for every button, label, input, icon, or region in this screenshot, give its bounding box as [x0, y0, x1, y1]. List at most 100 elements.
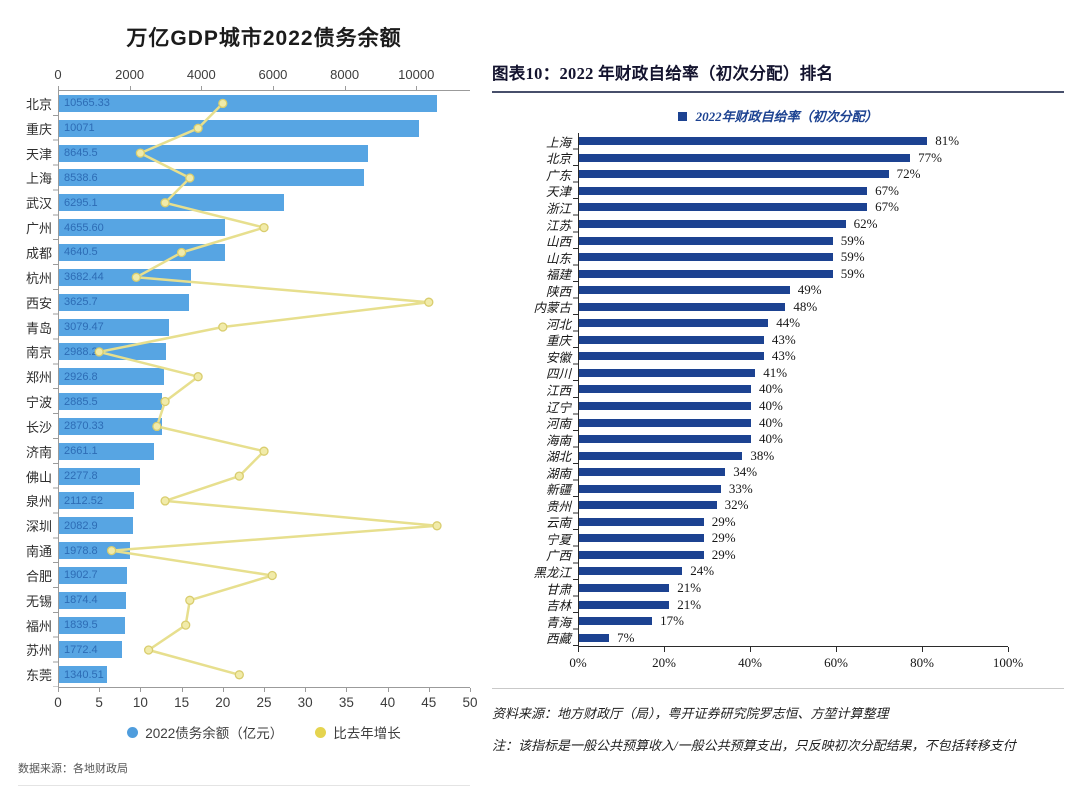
right-bar-row: 新疆 33%	[492, 480, 1064, 497]
bar-value-label: 1839.5	[64, 619, 98, 632]
bar-value-label: 17%	[660, 613, 684, 629]
selfsufficiency-bar	[579, 451, 743, 460]
bar-value-label: 62%	[853, 216, 878, 231]
left-chart-legend: 2022债务余额（亿元） 比去年增长	[58, 722, 470, 742]
right-bar-row: 江苏 62%	[492, 215, 1064, 233]
left-bar-row: 南京 2988.2	[18, 339, 470, 365]
bar-value-label: 67%	[875, 182, 899, 198]
bar-track: 72%	[578, 166, 1064, 183]
province-label: 贵州	[545, 499, 571, 514]
bar-value-label: 72%	[896, 166, 921, 182]
bar-value-label: 4640.5	[64, 246, 98, 259]
bar-track: 2082.9	[58, 513, 470, 539]
city-label: 泉州	[25, 494, 52, 510]
bar-value-label: 43%	[771, 331, 796, 347]
left-bar-row: 宁波 2885.5	[18, 389, 470, 414]
right-bar-row: 河北 44%	[492, 315, 1064, 332]
bar-track: 1839.5	[58, 612, 470, 638]
left-bar-row: 福州 1839.5	[18, 612, 470, 638]
bar-track: 43%	[578, 348, 1064, 365]
right-chart-header: 图表10：2022 年财政自给率（初次分配）排名	[492, 60, 1064, 93]
selfsufficiency-bar	[579, 269, 833, 278]
legend-item-growth: 比去年增长	[315, 722, 401, 742]
bar-value-label: 40%	[759, 431, 783, 447]
right-axis-tick-label: 40%	[738, 654, 762, 670]
bar-value-label: 2661.1	[64, 445, 98, 458]
province-label: 辽宁	[545, 400, 571, 415]
selfsufficiency-bar	[579, 319, 769, 328]
right-source-divider	[492, 687, 1064, 689]
right-legend-label: 2022年财政自给率（初次分配）	[695, 109, 878, 124]
selfsufficiency-bar	[579, 137, 928, 146]
bar-value-label: 38%	[750, 447, 775, 463]
right-chart-legend: 2022年财政自给率（初次分配）	[492, 106, 1064, 125]
bar-track: 77%	[578, 149, 1064, 167]
bottom-axis-tick	[470, 688, 471, 693]
debt-bar: 4655.60	[59, 219, 226, 237]
bar-track: 6295.1	[58, 190, 470, 216]
left-bar-row: 东莞 1340.51	[18, 662, 470, 688]
bar-value-label: 10565.33	[64, 97, 110, 110]
selfsufficiency-bar	[579, 253, 833, 262]
bar-value-label: 59%	[840, 265, 865, 281]
top-axis-tick-label: 4000	[186, 67, 216, 82]
bottom-axis-tick-label: 30	[297, 695, 313, 711]
bar-value-label: 33%	[728, 480, 753, 496]
city-label: 天津	[25, 146, 52, 162]
selfsufficiency-bar	[579, 584, 670, 593]
bar-track: 40%	[578, 414, 1064, 431]
debt-bar: 1874.4	[59, 591, 126, 609]
province-label: 甘肃	[545, 582, 571, 597]
city-label: 重庆	[25, 121, 52, 137]
bar-value-label: 32%	[724, 497, 749, 513]
bottom-axis-tick	[264, 688, 265, 693]
province-label: 广东	[545, 168, 571, 183]
selfsufficiency-bar	[579, 385, 751, 394]
left-chart-title: 万亿GDP城市2022债务余额	[126, 27, 402, 50]
selfsufficiency-bar	[579, 186, 868, 195]
right-axis-tick	[1008, 646, 1009, 652]
bar-track: 10565.33	[58, 91, 470, 116]
province-label: 福建	[545, 268, 571, 283]
bar-value-label: 2988.2	[64, 345, 98, 358]
province-label: 上海	[545, 135, 571, 150]
bottom-axis-tick-label: 10	[132, 695, 148, 711]
selfsufficiency-bar	[579, 153, 911, 162]
left-bar-row: 成都 4640.5	[18, 240, 470, 265]
right-axis-tick-label: 0%	[569, 654, 587, 670]
debt-bar: 3079.47	[59, 318, 170, 336]
bar-value-label: 1978.8	[64, 544, 98, 557]
selfsufficiency-bar	[579, 236, 833, 245]
right-bar-row: 甘肃 21%	[492, 579, 1064, 597]
legend-item-debt: 2022债务余额（亿元）	[127, 722, 283, 742]
left-bar-row: 广州 4655.60	[18, 215, 470, 241]
bar-track: 3625.7	[58, 289, 470, 315]
bar-track: 2277.8	[58, 463, 470, 489]
bar-value-label: 2112.52	[64, 494, 103, 507]
right-bottom-axis: 0% 20% 40% 60% 80% 100%	[569, 645, 1023, 673]
bottom-axis-tick-label: 50	[462, 695, 478, 711]
top-axis-tick	[201, 86, 203, 90]
city-label: 南通	[25, 544, 52, 560]
left-bar-row: 西安 3625.7	[18, 289, 470, 315]
bar-track: 7%	[578, 629, 1064, 646]
left-bar-row: 天津 8645.5	[18, 140, 470, 166]
right-bar-row: 上海 81%	[492, 133, 1064, 150]
debt-bar: 2277.8	[59, 467, 141, 485]
city-label: 北京	[25, 96, 52, 112]
bar-track: 62%	[578, 215, 1064, 233]
debt-bar: 4640.5	[59, 243, 225, 261]
right-bar-row: 福建 59%	[492, 265, 1064, 282]
bar-value-label: 29%	[711, 513, 736, 529]
selfsufficiency-bar	[579, 302, 786, 311]
selfsufficiency-bar	[579, 550, 704, 559]
bar-track: 2988.2	[58, 339, 470, 365]
right-bar-row: 黑龙江 24%	[492, 563, 1064, 580]
debt-legend-dot-icon	[127, 726, 139, 738]
bar-value-label: 1874.4	[64, 594, 98, 607]
right-axis-tick	[836, 646, 837, 652]
selfsufficiency-bar	[579, 633, 610, 642]
top-axis-tick	[129, 86, 131, 90]
top-axis-tick-label: 8000	[330, 67, 360, 82]
bar-track: 8538.6	[58, 165, 470, 191]
